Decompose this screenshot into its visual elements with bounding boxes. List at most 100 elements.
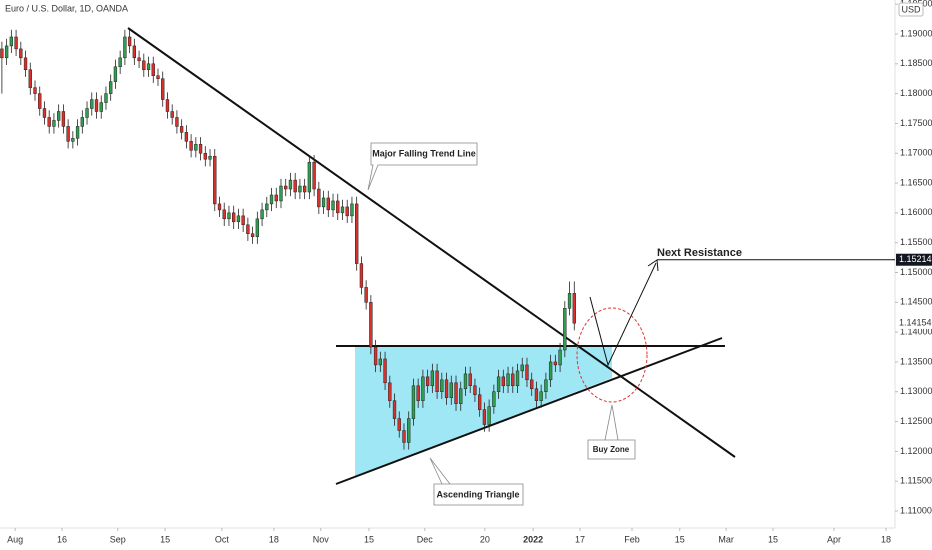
candle-body <box>487 406 491 425</box>
candle-body <box>118 57 122 68</box>
candle-body <box>520 364 524 372</box>
candle-body <box>331 200 335 211</box>
candle-body <box>392 400 397 419</box>
candle-body <box>563 308 567 351</box>
candle-body <box>496 376 501 393</box>
candle-body <box>477 394 482 410</box>
candle-body <box>146 63 151 71</box>
candle-body <box>170 111 174 118</box>
candle-body <box>492 391 496 407</box>
candle-body <box>241 215 245 226</box>
candle-body <box>28 69 32 88</box>
y-tick-label: 1.15000 <box>900 267 932 277</box>
x-tick-label: 20 <box>480 534 490 544</box>
annotation: Next Resistance <box>657 247 742 259</box>
y-tick-label: 1.14000 <box>900 326 932 336</box>
price-label-box <box>896 316 932 329</box>
candle-body <box>137 57 141 62</box>
candle-body <box>388 382 392 401</box>
candle-body <box>265 203 269 211</box>
candle-body <box>4 45 9 59</box>
candle-body <box>534 388 539 401</box>
candle-body <box>416 385 420 401</box>
x-tick-label: 15 <box>768 534 778 544</box>
y-tick-label: 1.18000 <box>900 88 932 98</box>
candle-body <box>194 144 198 151</box>
currency-box <box>898 2 924 17</box>
candle-body <box>33 87 37 94</box>
candle-body <box>236 215 241 223</box>
candle-body <box>298 185 302 193</box>
candle-body <box>473 385 477 395</box>
candle-body <box>38 93 42 109</box>
candle-body <box>23 57 28 71</box>
candle-body <box>553 361 558 366</box>
candle-body <box>544 379 548 393</box>
candle-body <box>123 36 127 59</box>
y-tick-label: 1.16000 <box>900 207 932 217</box>
candle-body <box>198 144 203 154</box>
candle-body <box>506 373 510 387</box>
candle-body <box>288 179 293 190</box>
candle-body <box>449 382 453 398</box>
candle-body <box>279 185 283 202</box>
candle-body <box>94 99 99 112</box>
candle-body <box>99 102 103 112</box>
y-tick-label: 1.18500 <box>900 58 932 68</box>
annotation: Major Falling Trend Line <box>372 148 476 158</box>
candle-body <box>373 346 378 366</box>
x-tick-label: Feb <box>624 534 640 544</box>
y-tick-label: 1.16500 <box>900 177 932 187</box>
candle-body <box>151 63 155 76</box>
candle-body <box>161 78 165 100</box>
candle-body <box>397 418 401 431</box>
candle-body <box>359 263 364 288</box>
candle-body <box>217 203 222 211</box>
candle-body <box>430 370 435 387</box>
candle-body <box>407 418 411 443</box>
candle-body <box>355 203 359 264</box>
candle-body <box>284 185 288 190</box>
price-label: 1.15214 <box>899 254 932 264</box>
x-tick-label: Dec <box>417 534 434 544</box>
callout-box <box>587 404 636 460</box>
x-tick-label: Nov <box>313 534 330 544</box>
y-tick-label: 1.13000 <box>900 386 932 396</box>
candle-body <box>71 138 75 142</box>
candle-body <box>440 379 444 393</box>
annotation: Buy Zone <box>593 445 630 454</box>
candle-body <box>9 36 14 47</box>
x-tick-label: 2022 <box>523 534 543 544</box>
candle-body <box>260 209 264 220</box>
candle-body <box>567 293 572 309</box>
price-label-box <box>896 253 932 266</box>
x-tick-label: Sep <box>110 534 126 544</box>
x-tick-label: 17 <box>575 534 585 544</box>
currency-label: USD <box>901 4 921 14</box>
candle-body <box>203 152 207 160</box>
buy-zone-circle <box>576 307 648 403</box>
candle-body <box>179 126 184 133</box>
candle-body <box>572 293 576 324</box>
candle-body <box>227 212 231 220</box>
y-tick-label: 1.15500 <box>900 237 932 247</box>
triangle-rising-line <box>335 337 723 485</box>
y-tick-label: 1.11500 <box>900 476 932 486</box>
candle-body <box>402 430 406 443</box>
candle-body <box>340 206 345 214</box>
x-tick-label: Aug <box>7 534 23 544</box>
candle-body <box>14 36 18 50</box>
candle-body <box>336 200 340 214</box>
candle-body <box>425 376 430 387</box>
candle-body <box>156 75 160 79</box>
candle-body <box>75 126 80 139</box>
callout-box <box>367 142 478 191</box>
candle-body <box>293 179 297 193</box>
candle-body <box>213 155 217 205</box>
candle-body <box>421 376 425 401</box>
candle-body <box>435 370 439 393</box>
candle-body <box>558 349 562 366</box>
candle-body <box>454 382 458 404</box>
candle-body <box>459 388 463 404</box>
